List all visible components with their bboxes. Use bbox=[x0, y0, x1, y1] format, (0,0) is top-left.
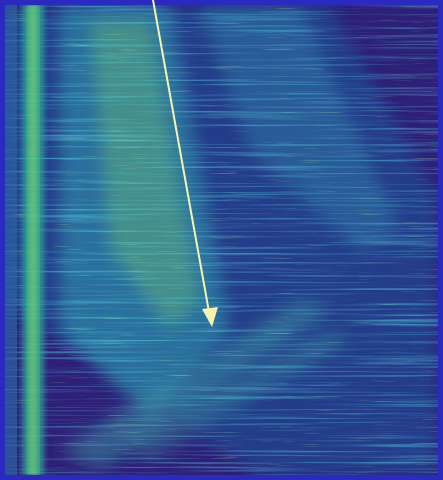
image-area bbox=[5, 5, 438, 475]
vertical-band-core bbox=[28, 5, 38, 475]
arrow-head bbox=[202, 307, 218, 327]
left-edge bbox=[5, 5, 17, 475]
speckle-texture bbox=[5, 5, 438, 475]
arrow-shaft bbox=[152, 0, 210, 313]
